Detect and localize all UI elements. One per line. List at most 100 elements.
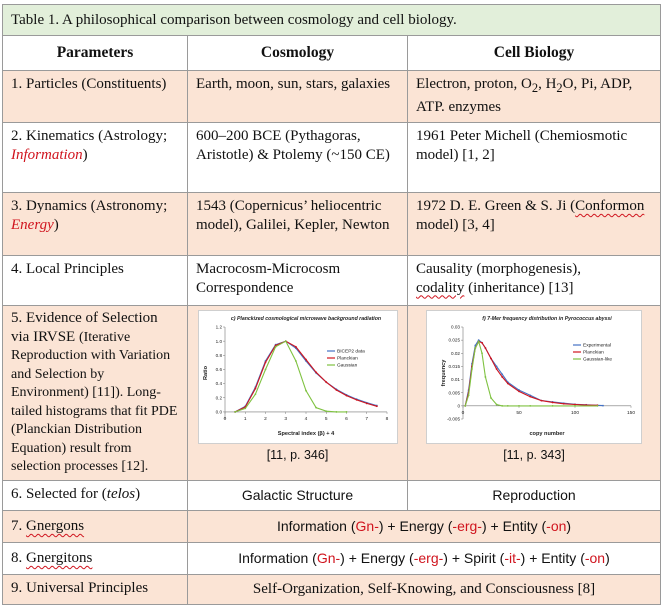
param-cell: 6. Selected for (telos) — [2, 479, 188, 511]
y-tick-label: 0.4 — [215, 381, 222, 386]
legend-label: Planckian — [337, 356, 358, 362]
y-tick-label: 0.0 — [215, 410, 222, 415]
data-point — [506, 404, 509, 407]
chart-title: c) Planckized cosmological microwave bac… — [230, 316, 380, 322]
data-point — [314, 406, 317, 409]
table-caption: Table 1. A philosophical comparison betw… — [1, 4, 662, 36]
table-row: 2. Kinematics (Astrology; Information) 6… — [2, 122, 662, 193]
data-point — [501, 404, 504, 407]
param-description: (Iterative Reproduction with Variation a… — [11, 329, 178, 475]
param-cell: 1. Particles (Constituents) — [2, 70, 188, 123]
data-point — [464, 404, 467, 407]
y-tick-label: 0.8 — [215, 353, 222, 358]
param-cell: 4. Local Principles — [2, 255, 188, 306]
data-point — [574, 403, 576, 406]
x-tick-label: 6 — [345, 416, 348, 422]
data-point — [529, 395, 532, 398]
header-row: Parameters Cosmology Cell Biology — [2, 35, 662, 71]
cell-biology-chart-cell: f) 7-Mer frequency distribution in Pyroc… — [406, 305, 662, 481]
x-tick-label: 8 — [385, 416, 388, 422]
table-row: 8. Gnergitons Information (Gn-) + Energy… — [2, 541, 662, 575]
header-cell-biology: Cell Biology — [406, 35, 662, 71]
y-tick-label: 0.02 — [451, 351, 460, 356]
data-point — [334, 389, 337, 391]
data-point — [495, 368, 498, 370]
data-point — [490, 357, 492, 360]
data-point — [294, 345, 297, 348]
table-row: 4. Local Principles Macrocosm-Microcosm … — [2, 255, 662, 306]
comparison-table: Table 1. A philosophical comparison betw… — [1, 4, 662, 605]
table-row: 9. Universal Principles Self-Organizatio… — [2, 573, 662, 605]
legend-label: BICEP2 data — [337, 349, 365, 355]
cell-biology-cell: 1961 Peter Michell (Chemiosmotic model) … — [406, 122, 662, 193]
data-point — [324, 410, 327, 413]
cell-biology-cell: Causality (morphogenesis), codality (inhe… — [406, 255, 662, 306]
data-point — [233, 411, 236, 413]
header-cosmology: Cosmology — [187, 35, 408, 71]
data-point — [264, 361, 266, 364]
data-point — [529, 404, 532, 407]
series-line — [464, 340, 598, 407]
table-row: 5. Evidence of Selection via IRVSE (Iter… — [2, 305, 662, 481]
table-row: 3. Dynamics (Astronomy; Energy) 1543 (Co… — [2, 192, 662, 256]
table-row: 7. Gnergons Information (Gn-) + Energy (… — [2, 509, 662, 543]
cell-biology-cell: Reproduction — [406, 479, 662, 511]
data-point — [484, 376, 487, 378]
param-cell: 8. Gnergitons — [2, 541, 188, 575]
header-parameters: Parameters — [2, 35, 188, 71]
data-point — [294, 360, 297, 362]
param-cell: 2. Kinematics (Astrology; Information) — [2, 122, 188, 193]
data-point — [274, 345, 277, 348]
data-point — [243, 407, 246, 410]
param-cell: 3. Dynamics (Astronomy; Energy) — [2, 192, 188, 256]
data-point — [574, 404, 576, 407]
y-axis-label: frequency — [441, 359, 447, 387]
data-point — [495, 403, 498, 406]
x-tick-label: 50 — [516, 410, 522, 416]
chart-title: f) 7-Mer frequency distribution in Pyroc… — [482, 316, 612, 322]
x-tick-label: 5 — [324, 416, 327, 422]
data-point — [518, 404, 520, 407]
x-tick-label: 1 — [243, 416, 246, 422]
data-point — [490, 397, 492, 399]
legend-label: Planckian — [583, 350, 604, 356]
data-point — [467, 394, 470, 397]
data-point — [501, 373, 504, 376]
cmb-radiation-chart: c) Planckized cosmological microwave bac… — [197, 310, 398, 444]
y-tick-label: -0.005 — [447, 417, 460, 422]
data-point — [551, 401, 554, 404]
cosmology-cell: Galactic Structure — [187, 479, 408, 511]
data-point — [304, 358, 307, 361]
param-cell: 5. Evidence of Selection via IRVSE (Iter… — [2, 305, 188, 481]
y-tick-label: 0.025 — [449, 338, 461, 343]
x-tick-label: 2 — [264, 416, 267, 422]
data-point — [506, 382, 509, 385]
kmer-frequency-chart: f) 7-Mer frequency distribution in Pyroc… — [426, 310, 642, 444]
chart-citation: [11, p. 343] — [503, 448, 565, 462]
table-row: 1. Particles (Constituents) Earth, moon,… — [2, 70, 662, 123]
merged-cell: Information (Gn-) + Energy (-erg-) + Ent… — [186, 509, 662, 543]
x-axis-label: Spectral index (β) + 4 — [277, 431, 334, 437]
data-point — [345, 411, 347, 413]
data-point — [501, 376, 504, 378]
data-point — [253, 393, 256, 396]
data-point — [375, 405, 378, 408]
data-point — [324, 381, 327, 384]
legend-label: Experimental — [583, 343, 611, 349]
legend-label: Gaussian-like — [583, 357, 612, 363]
x-tick-label: 3 — [284, 416, 287, 422]
cosmology-chart-cell: c) Planckized cosmological microwave bac… — [187, 305, 408, 481]
x-tick-label: 0 — [223, 416, 226, 422]
y-tick-label: 0.015 — [449, 364, 461, 369]
y-tick-label: 0.005 — [449, 390, 461, 395]
x-tick-label: 100 — [571, 410, 579, 416]
data-point — [304, 389, 307, 392]
data-point — [471, 368, 473, 370]
data-point — [477, 339, 480, 342]
x-tick-label: 4 — [304, 416, 307, 422]
data-point — [481, 352, 483, 355]
data-point — [253, 387, 256, 390]
y-tick-label: 0.01 — [451, 377, 460, 382]
merged-cell: Information (Gn-) + Energy (-erg-) + Spi… — [186, 541, 662, 575]
data-point — [345, 394, 347, 397]
